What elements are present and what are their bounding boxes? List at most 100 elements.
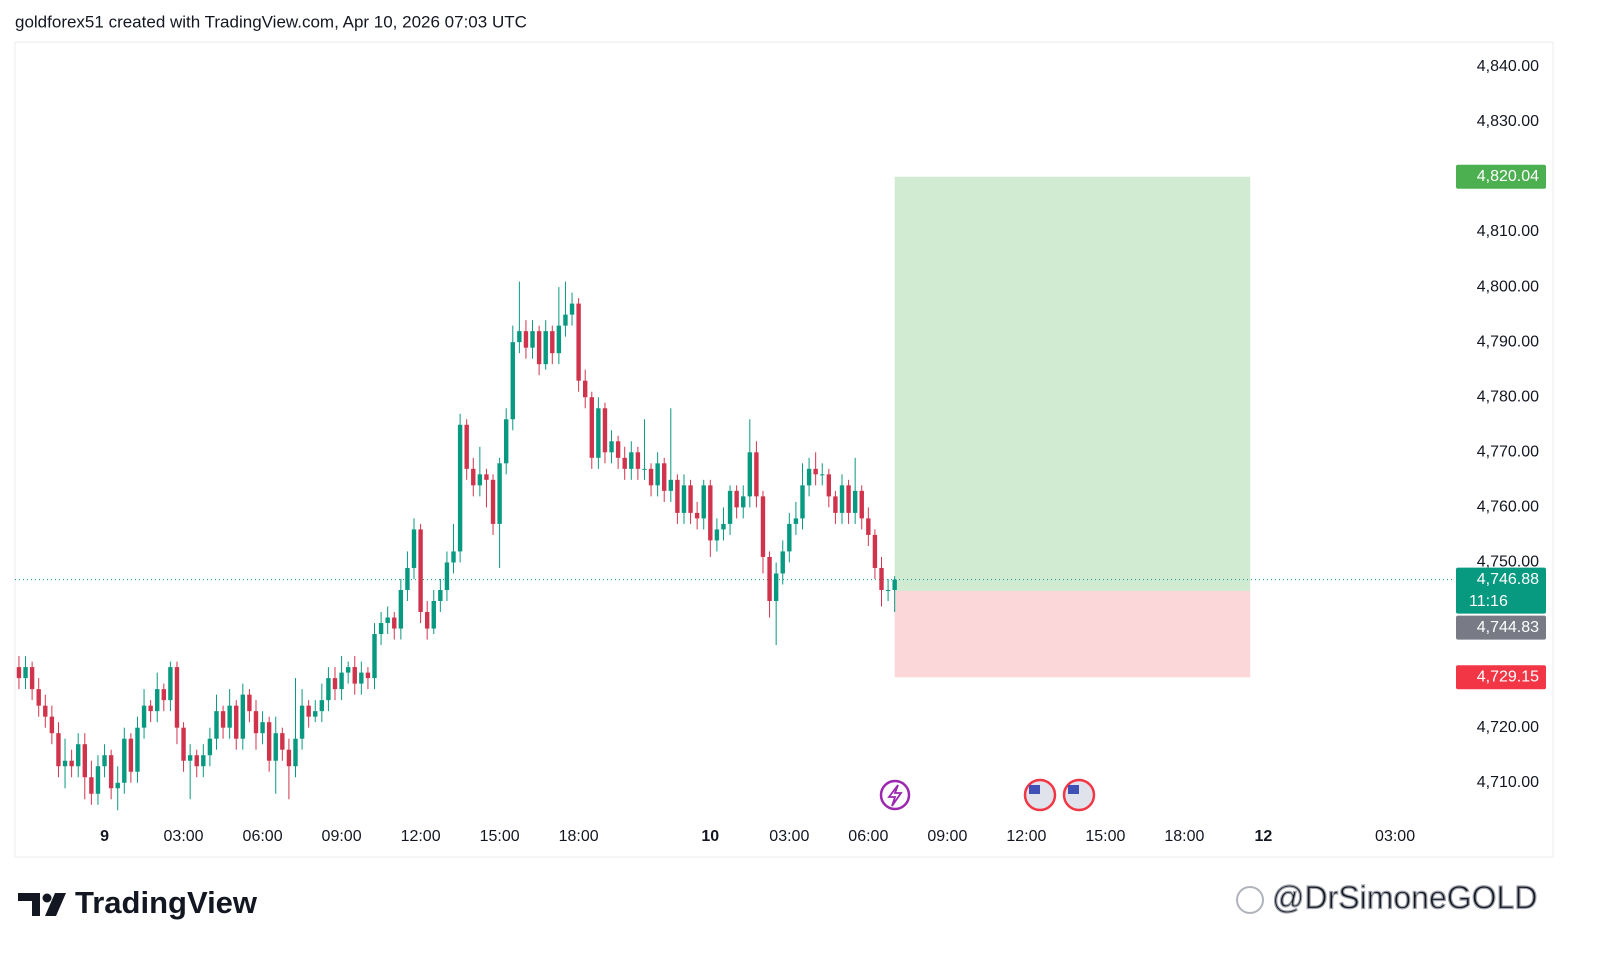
candle-body — [29, 667, 35, 690]
candle-body — [694, 512, 700, 519]
candle-body — [424, 612, 430, 629]
candle-body — [181, 727, 186, 761]
candle-body — [885, 589, 891, 591]
candle-body — [240, 694, 246, 739]
candle-body — [102, 755, 107, 767]
us-event-icon[interactable] — [1023, 778, 1057, 812]
candle-body — [214, 711, 219, 739]
candle-body — [556, 325, 562, 354]
candle-body — [615, 441, 621, 458]
chart-frame — [14, 41, 1554, 858]
candle-body — [293, 738, 298, 767]
candle-body — [16, 667, 22, 679]
candle-body — [648, 468, 654, 486]
candle-body — [589, 397, 594, 458]
candle-body — [260, 722, 265, 734]
candle-body — [833, 496, 838, 513]
header-text: goldforex51 created with TradingView.com… — [15, 12, 527, 31]
candle-body — [95, 766, 101, 794]
candle-body — [536, 331, 542, 365]
candle-body — [550, 331, 555, 354]
candle-body — [866, 518, 871, 535]
candle-body — [826, 474, 832, 497]
candle-body — [266, 722, 272, 761]
y-tick-label: 4,840.00 — [1477, 58, 1539, 75]
candle-body — [36, 689, 41, 706]
candle-body — [405, 567, 410, 590]
candle-body — [741, 496, 746, 508]
candle-body — [852, 490, 858, 513]
candle-body — [286, 749, 292, 767]
candle-body — [174, 667, 180, 728]
x-tick-label: 12 — [1254, 828, 1272, 845]
candle-body — [280, 733, 285, 750]
candle-body — [411, 529, 417, 568]
flag-canton — [1068, 785, 1079, 794]
candle-body — [253, 711, 259, 734]
candle-body — [780, 551, 785, 574]
candle-body — [115, 782, 120, 789]
candle-body — [576, 303, 581, 381]
watermark: @DrSimoneGOLD — [1272, 879, 1537, 915]
x-tick-label: 03:00 — [769, 828, 809, 845]
candle-body — [543, 331, 548, 365]
lightning — [887, 784, 903, 807]
candle-body — [714, 529, 720, 541]
watermark-icon — [1236, 886, 1264, 914]
countdown: 11:16 — [1469, 593, 1508, 610]
candle-body — [339, 672, 344, 690]
x-tick-label: 10 — [701, 828, 719, 845]
x-tick-label: 06:00 — [243, 828, 283, 845]
us-event-icon[interactable] — [1062, 778, 1096, 812]
candle-body — [326, 678, 331, 701]
candle-body — [148, 705, 153, 712]
candle-body — [187, 755, 193, 761]
x-tick-label: 15:00 — [1085, 828, 1125, 845]
plot — [15, 176, 1455, 811]
candle-body — [569, 303, 575, 315]
candle-body — [313, 711, 318, 717]
price-label-bg — [1456, 164, 1546, 189]
candle-body — [168, 667, 173, 701]
logo-mark — [18, 893, 40, 916]
candle-body — [635, 452, 641, 469]
event-icon[interactable] — [879, 779, 911, 811]
x-tick-label: 12:00 — [1006, 828, 1046, 845]
candle-body — [477, 474, 483, 486]
y-tick-label: 4,780.00 — [1477, 388, 1539, 405]
candle-body — [43, 705, 48, 717]
candle-body — [392, 617, 397, 629]
candle-body — [583, 380, 588, 398]
candle-body — [319, 700, 325, 712]
candle-body — [760, 496, 766, 557]
profit-zone — [894, 176, 1251, 591]
candle-body — [609, 441, 614, 453]
candle-body — [668, 479, 674, 491]
candle-body — [234, 705, 239, 739]
candle-body — [859, 490, 864, 519]
candle-body — [352, 667, 357, 684]
candle-body — [62, 760, 68, 767]
candle-body — [438, 589, 443, 602]
candle-body — [490, 479, 496, 524]
candle-body — [767, 556, 772, 602]
candle-body — [457, 424, 463, 552]
candle-body — [530, 331, 535, 348]
candle-body — [688, 485, 693, 513]
candle-body — [207, 738, 213, 756]
x-tick-label: 09:00 — [322, 828, 362, 845]
y-tick-label: 4,760.00 — [1477, 499, 1539, 516]
x-tick-label: 09:00 — [927, 828, 967, 845]
candle-body — [76, 744, 81, 767]
candle-body — [701, 485, 706, 519]
x-tick-label: 18:00 — [559, 828, 599, 845]
candle-body — [82, 744, 87, 778]
candle-body — [754, 452, 759, 497]
candle-body — [89, 777, 94, 794]
x-tick-label: 12:00 — [401, 828, 441, 845]
candle-body — [161, 689, 167, 701]
candle-body — [800, 485, 805, 519]
x-tick-label: 18:00 — [1164, 828, 1204, 845]
candle-body — [793, 518, 799, 524]
candle-body — [596, 408, 601, 458]
